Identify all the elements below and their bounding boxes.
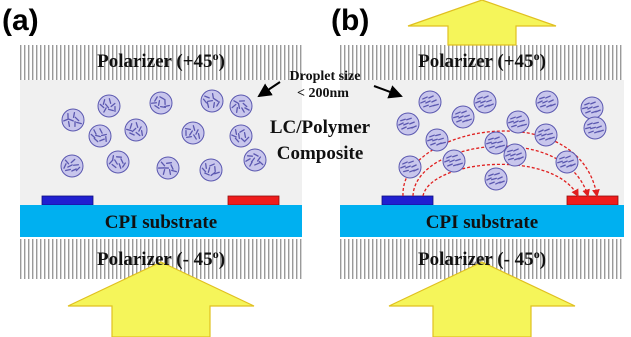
light-arrow-up bbox=[388, 261, 576, 337]
lc-droplet bbox=[418, 90, 442, 114]
pointer-arrow-left bbox=[257, 81, 281, 98]
polarizer-bottom-label-a: Polarizer (- 45o) bbox=[97, 247, 225, 270]
polarizer-top-label-a: Polarizer (+45o) bbox=[97, 49, 225, 72]
top-polarizer bbox=[340, 45, 624, 80]
lc-droplet bbox=[229, 124, 253, 148]
composite-label-line2: Composite bbox=[277, 143, 364, 164]
cpi-substrate bbox=[340, 205, 624, 237]
lc-droplet bbox=[124, 118, 148, 142]
lc-droplet bbox=[535, 90, 559, 114]
droplets-a bbox=[60, 89, 267, 182]
lc-droplet bbox=[425, 128, 449, 152]
substrate-label-a: CPI substrate bbox=[105, 212, 217, 233]
top-polarizer bbox=[20, 45, 302, 80]
light-arrow-up bbox=[67, 261, 255, 337]
lc-droplet bbox=[156, 156, 180, 180]
light-arrow-out bbox=[407, 0, 557, 46]
lc-droplet bbox=[60, 154, 84, 178]
lc-droplet bbox=[149, 91, 173, 115]
panel-a bbox=[20, 45, 302, 337]
substrate-label-b: CPI substrate bbox=[426, 212, 538, 233]
left-electrode bbox=[41, 195, 94, 206]
lc-droplet bbox=[451, 105, 475, 129]
lc-droplet bbox=[484, 131, 508, 155]
lc-droplet bbox=[506, 110, 530, 134]
panel-b bbox=[340, 0, 624, 337]
lc-droplet bbox=[61, 108, 85, 132]
lc-droplet bbox=[555, 150, 579, 174]
lc-droplet bbox=[106, 150, 130, 174]
polarizer-bottom-label-b: Polarizer (- 45o) bbox=[418, 247, 546, 270]
droplets-b bbox=[396, 90, 607, 191]
lc-droplet bbox=[199, 158, 223, 182]
composite-label-line1: LC/Polymer bbox=[270, 117, 371, 138]
lc-droplet bbox=[88, 124, 112, 148]
right-electrode bbox=[227, 195, 280, 206]
droplet-size-value: < 200nm bbox=[297, 86, 349, 101]
right-electrode bbox=[566, 195, 619, 206]
cpi-substrate bbox=[20, 205, 302, 237]
polarizer-top-label-b: Polarizer (+45o) bbox=[418, 49, 546, 72]
lc-droplet bbox=[534, 123, 558, 147]
droplet-size-label: Droplet size bbox=[290, 69, 361, 84]
lc-droplet bbox=[181, 121, 205, 145]
field-line bbox=[422, 163, 579, 198]
panel-label-a: (a) bbox=[2, 4, 39, 37]
lc-droplet bbox=[503, 143, 527, 167]
left-electrode bbox=[381, 195, 434, 206]
lc-droplet bbox=[200, 89, 224, 113]
lc-droplet bbox=[97, 94, 121, 118]
lc-droplet bbox=[229, 94, 253, 118]
pointer-arrow-right bbox=[373, 85, 403, 99]
lc-droplet bbox=[473, 90, 497, 114]
lc-droplet bbox=[580, 96, 604, 120]
lc-droplet bbox=[396, 112, 420, 136]
lc-droplet bbox=[484, 167, 508, 191]
lc-droplet bbox=[398, 155, 422, 179]
lc-droplet bbox=[442, 149, 466, 173]
lc-droplet bbox=[243, 148, 267, 172]
lc-droplet bbox=[583, 116, 607, 140]
panel-label-b: (b) bbox=[331, 4, 369, 37]
